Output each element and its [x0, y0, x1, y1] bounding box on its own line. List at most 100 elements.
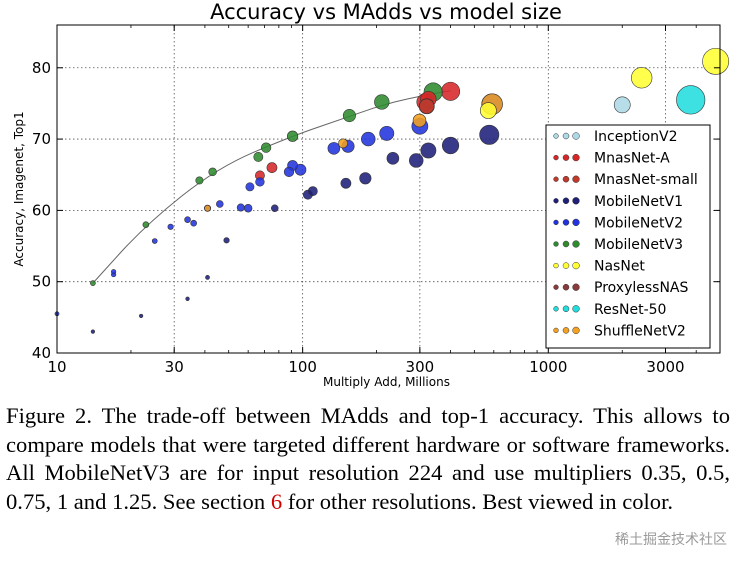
legend-marker	[562, 327, 570, 334]
point-mnasnet-a	[266, 162, 278, 173]
point-mobilenetv1	[271, 204, 279, 213]
legend-label: MobileNetV2	[594, 215, 683, 231]
legend-marker	[553, 198, 559, 204]
point-mobilenetv1	[441, 136, 460, 155]
point-mobilenetv1	[185, 296, 190, 301]
point-mobilenetv2	[327, 142, 341, 155]
legend-marker	[562, 219, 570, 226]
caption-section-ref[interactable]: 6	[270, 488, 283, 514]
point-mobilenetv1	[386, 152, 400, 165]
legend-marker	[553, 133, 559, 139]
legend-marker	[562, 154, 570, 161]
data-points	[54, 47, 730, 334]
point-mobilenetv2	[283, 166, 295, 178]
legend-marker	[562, 132, 570, 140]
legend-marker	[572, 305, 580, 313]
point-nasnet	[702, 47, 730, 75]
point-mobilenetv3	[260, 142, 272, 153]
legend-marker	[553, 262, 559, 269]
legend-label: ResNet-50	[594, 302, 666, 318]
point-mobilenetv2	[379, 125, 395, 141]
trend-curve	[92, 90, 451, 284]
point-mobilenetv1	[340, 177, 352, 189]
legend-marker	[553, 176, 559, 182]
legend: InceptionV2 MnasNet-A MnasNet-small MobileN…	[545, 124, 711, 349]
point-mobilenetv1	[359, 172, 372, 185]
caption-text-end: for other resolutions. Best viewed in co…	[282, 488, 674, 514]
x-tick-label: 3000	[646, 358, 684, 376]
point-shufflenetv2	[338, 138, 348, 149]
point-mobilenetv1	[223, 237, 230, 244]
figure-caption: Figure 2. The trade-off between MAdds an…	[6, 402, 730, 516]
chart-title: Accuracy vs MAdds vs model size	[210, 0, 562, 24]
legend-label: MnasNet-A	[594, 151, 670, 167]
y-tick-label: 80	[32, 59, 51, 77]
watermark: 稀土掘金技术社区	[612, 529, 730, 549]
plot-frame	[56, 24, 721, 354]
trend-line	[92, 90, 451, 284]
y-tick-label: 40	[32, 344, 51, 362]
legend-marker	[553, 219, 559, 226]
legend-marker	[553, 327, 559, 334]
point-shufflenetv2	[412, 113, 427, 128]
x-tick-label: 1000	[529, 358, 567, 376]
legend-marker	[553, 306, 559, 312]
point-mobilenetv2	[361, 131, 376, 147]
point-mobilenetv3	[208, 167, 217, 177]
point-mobilenetv2	[184, 216, 191, 223]
legend-marker	[572, 261, 580, 270]
legend-label: MobileNetV3	[594, 237, 683, 253]
legend-marker	[562, 240, 570, 248]
legend-label: MnasNet-small	[594, 172, 698, 188]
legend-marker	[562, 305, 570, 313]
point-mobilenetv2	[245, 182, 255, 192]
legend-marker	[572, 153, 580, 162]
y-tick-label: 60	[32, 201, 51, 219]
point-mobilenetv2	[111, 269, 117, 275]
legend-marker	[572, 240, 580, 248]
point-mobilenetv1	[139, 313, 144, 319]
legend-label: InceptionV2	[594, 129, 678, 145]
y-tick-label: 50	[32, 273, 51, 291]
legend-marker	[562, 197, 570, 205]
legend-label: ProxylessNAS	[594, 280, 688, 296]
point-mobilenetv3	[90, 280, 96, 286]
point-mobilenetv2	[151, 238, 158, 244]
point-resnet-50	[676, 85, 706, 115]
legend-marker	[572, 326, 580, 335]
legend-label: NasNet	[594, 259, 645, 275]
point-mnasnet-small	[419, 98, 435, 114]
legend-marker	[572, 175, 580, 183]
point-mobilenetv3	[195, 176, 204, 185]
point-mobilenetv2	[236, 203, 245, 212]
point-mobilenetv2	[255, 177, 265, 187]
x-axis-label: Multiply Add, Millions	[323, 375, 450, 389]
legend-marker	[562, 283, 570, 291]
point-mobilenetv1	[409, 153, 424, 168]
legend-marker	[562, 175, 570, 183]
legend-marker	[572, 197, 580, 205]
legend-marker	[553, 284, 559, 290]
point-mobilenetv1	[90, 329, 95, 334]
point-mobilenetv3	[374, 94, 390, 110]
point-mobilenetv3	[142, 221, 150, 228]
point-nasnet	[479, 102, 497, 119]
point-mobilenetv3	[286, 130, 299, 142]
legend-label: ShuffleNetV2	[594, 323, 686, 339]
point-mobilenetv3	[342, 109, 356, 123]
x-tick-label: 30	[165, 358, 184, 376]
legend-marker	[572, 218, 580, 227]
y-axis-label: Accuracy, Imagenet, Top1	[12, 111, 26, 266]
point-mnasnet-a	[441, 81, 461, 101]
point-mobilenetv1	[307, 186, 318, 197]
point-shufflenetv2	[204, 204, 211, 212]
legend-marker	[553, 154, 559, 161]
point-mobilenetv2	[190, 219, 197, 227]
x-tick-label: 100	[288, 358, 317, 376]
point-mobilenetv2	[167, 223, 174, 230]
point-mobilenetv1	[479, 124, 500, 145]
x-tick-label: 10	[47, 358, 66, 376]
point-inceptionv2	[613, 96, 631, 114]
legend-label: MobileNetV1	[594, 194, 683, 210]
point-nasnet	[631, 67, 653, 89]
